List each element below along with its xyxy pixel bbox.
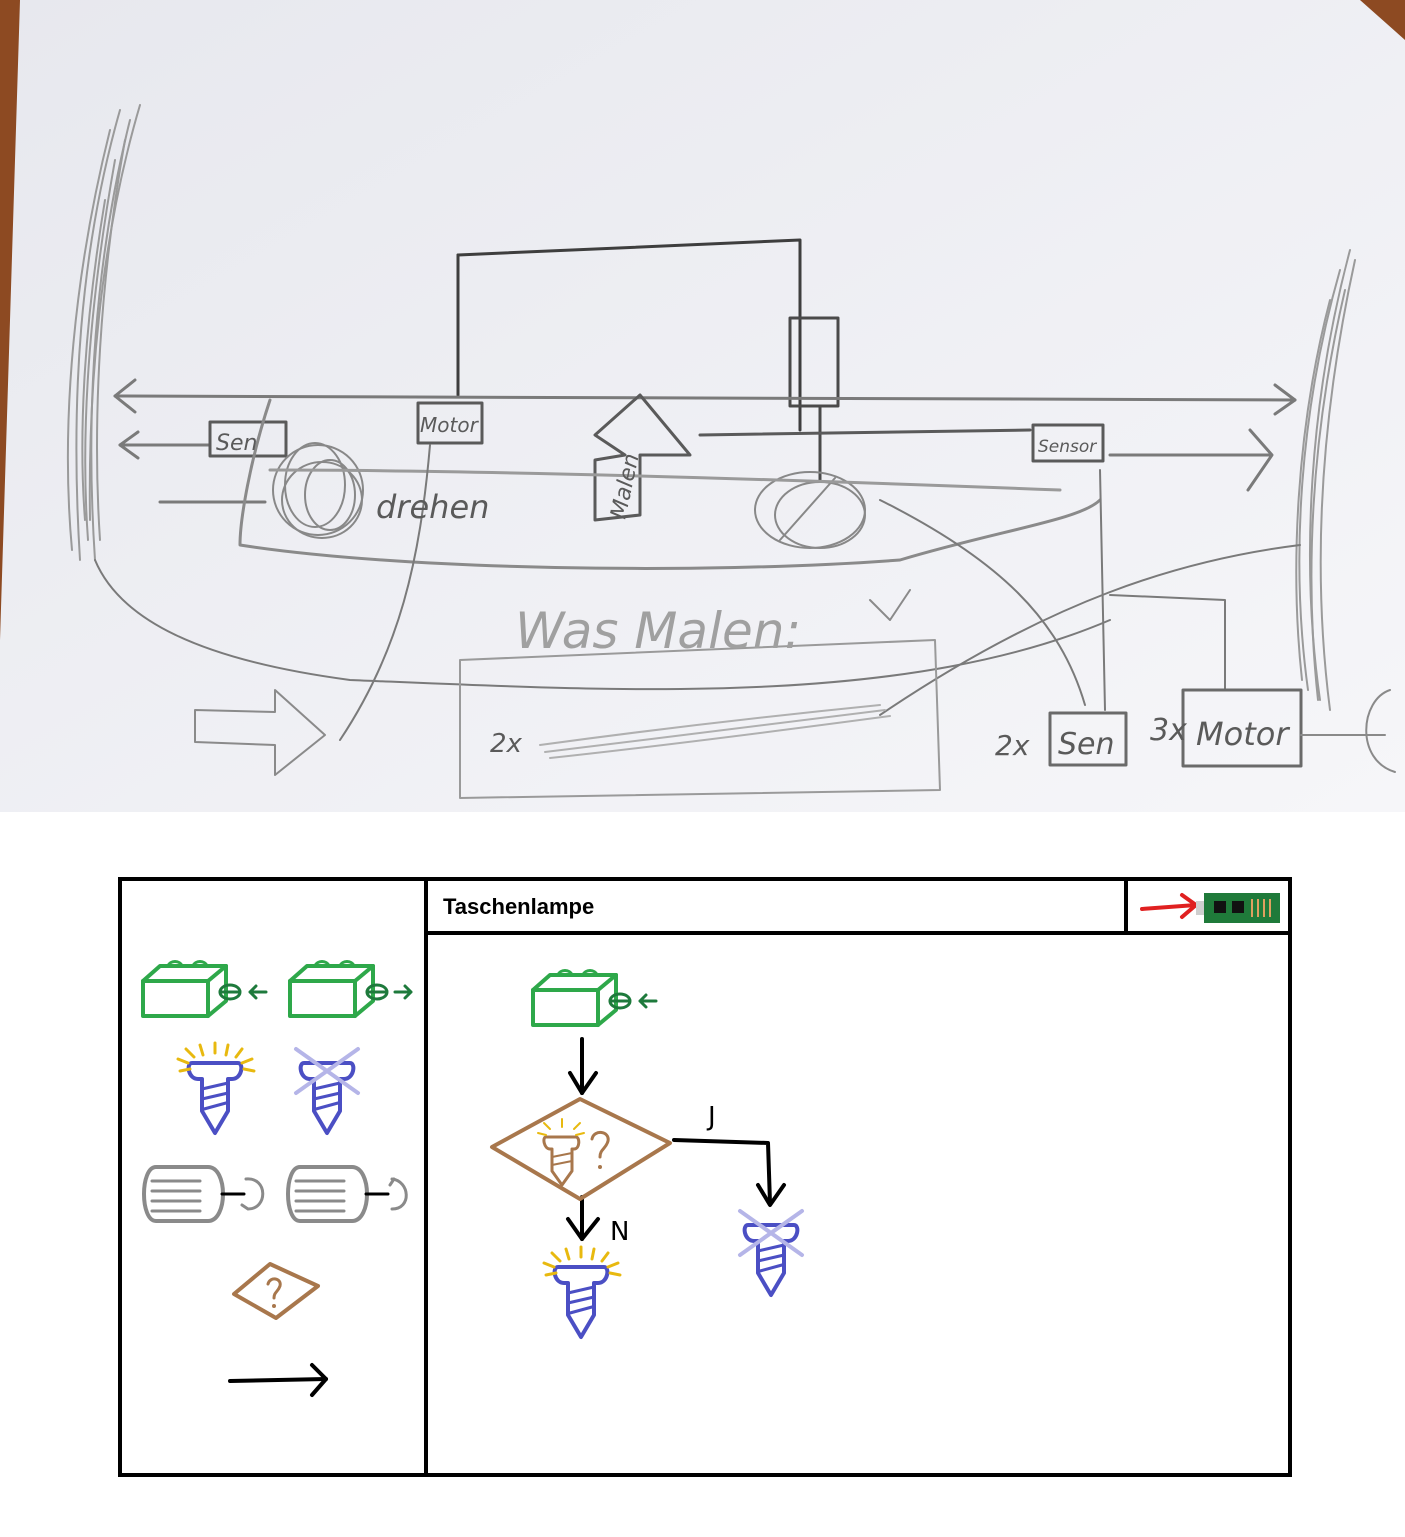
left-wall-scribble	[66, 104, 141, 561]
program-canvas[interactable]: J N	[428, 935, 1288, 1473]
flow-block-lamp-off[interactable]	[726, 1203, 816, 1303]
motor-backward-icon[interactable]	[282, 1159, 422, 1229]
upload-to-board-button[interactable]	[1124, 881, 1288, 931]
sketch-drawing	[66, 104, 1396, 799]
motor-forward-icon[interactable]	[138, 1159, 278, 1229]
sketch-label-motor-top: Motor	[420, 413, 480, 437]
flow-arrow-yes-head	[756, 1183, 786, 1207]
sketch-label-sensor-bottom: Sen	[1058, 727, 1115, 762]
flow-arrow-no-head	[566, 1217, 600, 1241]
decision-icon[interactable]	[226, 1256, 326, 1326]
block-palette	[122, 881, 428, 1473]
sketch-label-sensor-right: Sensor	[1038, 437, 1097, 457]
sketch-label-motor-bottom: Motor	[1196, 715, 1290, 753]
programming-mockup: Taschenlampe	[0, 812, 1405, 1537]
flow-block-lamp-on[interactable]	[536, 1245, 626, 1345]
program-title-bar: Taschenlampe	[428, 881, 1288, 935]
program-title[interactable]: Taschenlampe	[443, 894, 595, 919]
microcontroller-board-icon	[1196, 893, 1280, 923]
lamp-on-icon[interactable]	[170, 1041, 260, 1141]
sketch-label-3x: 3x	[1150, 713, 1187, 748]
flow-no-label: N	[610, 1217, 629, 1247]
button-out-icon[interactable]	[285, 956, 425, 1028]
button-in-icon[interactable]	[138, 956, 278, 1028]
sketch-label-2x-drawer: 2x	[490, 729, 523, 759]
sketch-photo: Sen Motor drehen Malen Sensor Was Malen:…	[0, 0, 1405, 812]
paper-sheet	[0, 0, 1405, 812]
flow-block-button-in[interactable]	[528, 965, 668, 1037]
lamp-off-icon[interactable]	[282, 1041, 372, 1141]
sketch-label-2x-sensor: 2x	[995, 729, 1030, 762]
flow-connectors: J N	[566, 1037, 786, 1247]
sketch-label-was-malen: Was Malen:	[515, 602, 801, 660]
flow-arrow-start-head	[568, 1071, 598, 1095]
sketch-label-sensor-left: Sen	[216, 431, 257, 456]
flow-block-decision[interactable]	[488, 1095, 678, 1205]
flow-arrow-yes	[672, 1138, 772, 1205]
sketch-label-drehen: drehen	[376, 488, 489, 526]
flow-yes-label: J	[706, 1102, 716, 1132]
right-wall-scribble	[1295, 249, 1356, 711]
ui-frame: Taschenlampe	[118, 877, 1292, 1477]
arrow-connector-icon[interactable]	[226, 1361, 336, 1401]
